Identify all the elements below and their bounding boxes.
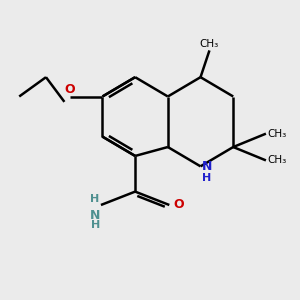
Text: O: O — [174, 199, 184, 212]
Text: O: O — [64, 83, 75, 96]
Text: CH₃: CH₃ — [267, 129, 287, 139]
Text: N: N — [90, 208, 101, 222]
Text: CH₃: CH₃ — [267, 155, 287, 165]
Text: CH₃: CH₃ — [200, 39, 219, 49]
Text: H: H — [90, 194, 100, 203]
Text: H: H — [91, 220, 101, 230]
Text: H: H — [202, 172, 211, 183]
Text: N: N — [202, 160, 212, 172]
